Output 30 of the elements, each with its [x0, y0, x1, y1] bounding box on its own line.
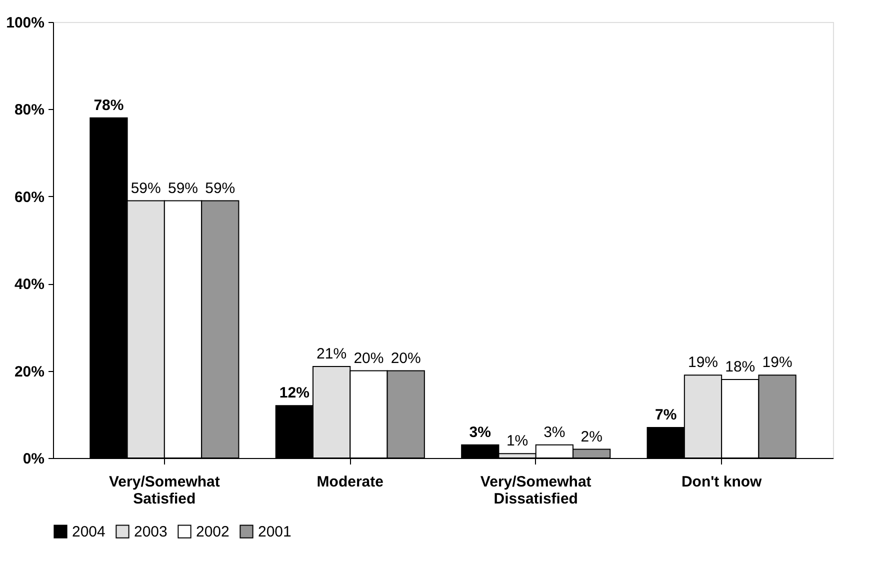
data-label: 21% — [316, 345, 347, 362]
y-tick-label: 20% — [14, 363, 44, 380]
y-tick-label: 40% — [14, 276, 44, 294]
data-label: 19% — [762, 354, 792, 372]
x-tick-label: Moderate — [316, 474, 384, 490]
legend-label: 2003 — [134, 524, 168, 541]
data-label: 59% — [130, 180, 161, 197]
data-label: 1% — [506, 432, 528, 450]
data-label: 2% — [580, 428, 602, 446]
y-tick-label: 100% — [6, 14, 44, 32]
data-label: 18% — [725, 358, 756, 376]
data-label: 7% — [655, 406, 677, 424]
data-label: 19% — [688, 354, 718, 372]
data-label: 78% — [94, 96, 124, 114]
y-tick-label: 80% — [14, 102, 44, 119]
data-label: 3% — [544, 424, 566, 441]
legend-label: 2002 — [196, 524, 230, 541]
data-label: 3% — [469, 424, 491, 441]
data-label: 59% — [168, 180, 198, 197]
x-tick-label: Don't know — [681, 474, 762, 490]
data-label: 12% — [279, 384, 310, 402]
x-tick-label: Very/Somewhat Satisfied — [108, 474, 220, 508]
data-label: 59% — [205, 180, 236, 197]
y-tick-label: 0% — [22, 450, 44, 468]
y-tick-label: 60% — [14, 188, 44, 206]
data-label: 20% — [354, 350, 384, 367]
data-label: 20% — [390, 350, 421, 367]
legend-label: 2001 — [258, 524, 292, 541]
legend-label: 2004 — [72, 524, 106, 541]
x-tick-label: Very/Somewhat Dissatisfied — [480, 474, 592, 508]
